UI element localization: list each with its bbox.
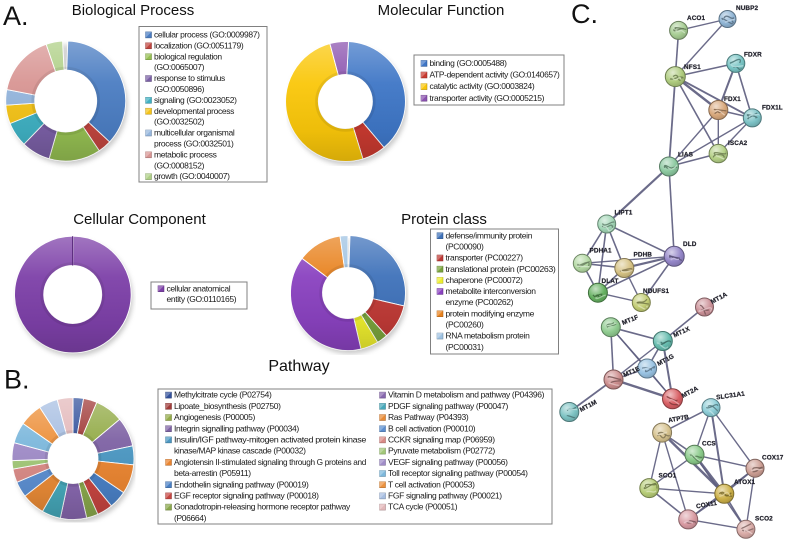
svg-text:catalytic activity (GO:0003824: catalytic activity (GO:0003824) bbox=[430, 81, 535, 91]
svg-text:DLAT: DLAT bbox=[602, 278, 619, 285]
svg-text:Molecular Function: Molecular Function bbox=[378, 2, 505, 19]
svg-text:B cell activation (P00010): B cell activation (P00010) bbox=[388, 423, 476, 433]
svg-text:LIAS: LIAS bbox=[678, 152, 694, 159]
svg-text:NFS1: NFS1 bbox=[684, 64, 701, 71]
svg-text:ATP7B: ATP7B bbox=[668, 414, 690, 425]
svg-text:growth (GO:0040007): growth (GO:0040007) bbox=[154, 171, 230, 181]
svg-text:RNA metabolism protein: RNA metabolism protein bbox=[446, 331, 531, 341]
svg-text:defense/immunity protein: defense/immunity protein bbox=[446, 230, 533, 240]
svg-text:Pathway: Pathway bbox=[268, 358, 329, 375]
svg-text:biological regulation: biological regulation bbox=[154, 51, 222, 61]
svg-text:cellular anatomical: cellular anatomical bbox=[167, 283, 231, 293]
svg-text:Pyruvate metabolism (P02772): Pyruvate metabolism (P02772) bbox=[388, 446, 495, 456]
svg-text:VEGF signaling pathway (P00056: VEGF signaling pathway (P00056) bbox=[388, 457, 508, 467]
svg-text:metabolite interconversion: metabolite interconversion bbox=[446, 286, 537, 296]
svg-text:protein modifying enzyme: protein modifying enzyme bbox=[446, 308, 535, 318]
svg-text:(GO:0008152): (GO:0008152) bbox=[154, 160, 205, 170]
svg-text:PDHA1: PDHA1 bbox=[590, 248, 613, 255]
svg-text:Integrin signalling pathway (P: Integrin signalling pathway (P00034) bbox=[174, 423, 299, 433]
svg-text:T cell activation (P00053): T cell activation (P00053) bbox=[388, 479, 475, 489]
svg-text:signaling (GO:0023052): signaling (GO:0023052) bbox=[154, 95, 237, 105]
svg-text:C.: C. bbox=[571, 0, 598, 29]
svg-text:multicellular organismal: multicellular organismal bbox=[154, 128, 235, 138]
svg-text:localization (GO:0051179): localization (GO:0051179) bbox=[154, 40, 244, 50]
svg-text:Vitamin D metabolism and pathw: Vitamin D metabolism and pathway (P04396… bbox=[388, 390, 545, 400]
svg-text:SCO2: SCO2 bbox=[755, 516, 773, 523]
svg-text:Angiotensin II-stimulated sign: Angiotensin II-stimulated signaling thro… bbox=[174, 457, 367, 467]
svg-text:developmental process: developmental process bbox=[154, 106, 234, 116]
svg-text:Endothelin signaling pathway (: Endothelin signaling pathway (P00019) bbox=[174, 479, 309, 489]
svg-text:translational protein (PC00263: translational protein (PC00263) bbox=[446, 264, 557, 274]
svg-text:Cellular Component: Cellular Component bbox=[73, 211, 206, 228]
svg-text:chaperone (PC00072): chaperone (PC00072) bbox=[446, 275, 524, 285]
svg-text:PDGF signaling pathway (P00047: PDGF signaling pathway (P00047) bbox=[388, 401, 509, 411]
svg-text:Lipoate_biosynthesis (P02750): Lipoate_biosynthesis (P02750) bbox=[174, 401, 281, 411]
svg-text:ATOX1: ATOX1 bbox=[734, 479, 756, 486]
svg-text:CCS: CCS bbox=[702, 441, 716, 448]
svg-text:ISCA2: ISCA2 bbox=[728, 140, 748, 147]
svg-text:cellular process (GO:0009987): cellular process (GO:0009987) bbox=[154, 30, 260, 40]
svg-text:ACO1: ACO1 bbox=[687, 15, 706, 22]
svg-text:LIPT1: LIPT1 bbox=[615, 210, 633, 217]
svg-text:kinase/MAP kinase cascade (P00: kinase/MAP kinase cascade (P00032) bbox=[174, 446, 306, 456]
svg-text:NDUFS1: NDUFS1 bbox=[643, 288, 670, 295]
svg-text:Protein class: Protein class bbox=[401, 211, 487, 228]
svg-text:(PC00090): (PC00090) bbox=[446, 241, 484, 251]
svg-text:FDX1L: FDX1L bbox=[762, 105, 783, 112]
svg-text:B.: B. bbox=[4, 365, 30, 395]
svg-text:FDXR: FDXR bbox=[744, 52, 762, 59]
svg-text:A.: A. bbox=[3, 1, 29, 31]
svg-text:enzyme (PC00262): enzyme (PC00262) bbox=[446, 297, 514, 307]
svg-text:Angiogenesis (P00005): Angiogenesis (P00005) bbox=[174, 412, 256, 422]
svg-text:process (GO:0032501): process (GO:0032501) bbox=[154, 139, 234, 149]
svg-text:NUBP2: NUBP2 bbox=[736, 5, 759, 12]
svg-text:(PC00031): (PC00031) bbox=[446, 342, 484, 352]
svg-text:Biological Process: Biological Process bbox=[72, 2, 195, 19]
svg-text:FDX1: FDX1 bbox=[724, 96, 741, 103]
svg-text:transporter activity (GO:00052: transporter activity (GO:0005215) bbox=[430, 93, 545, 103]
svg-text:ATP-dependent activity (GO:014: ATP-dependent activity (GO:0140657) bbox=[430, 70, 561, 80]
svg-text:CCKR signaling map (P06959): CCKR signaling map (P06959) bbox=[388, 435, 495, 445]
svg-text:TCA cycle (P00051): TCA cycle (P00051) bbox=[388, 502, 458, 512]
svg-text:(P06664): (P06664) bbox=[174, 513, 207, 523]
svg-text:COX11: COX11 bbox=[696, 500, 718, 511]
svg-text:PDHB: PDHB bbox=[634, 252, 653, 259]
svg-text:Methylcitrate cycle (P02754): Methylcitrate cycle (P02754) bbox=[174, 390, 272, 400]
svg-text:(GO:0032502): (GO:0032502) bbox=[154, 117, 205, 127]
svg-text:Gonadotropin-releasing hormone: Gonadotropin-releasing hormone receptor … bbox=[174, 502, 351, 512]
svg-text:(PC00260): (PC00260) bbox=[446, 320, 484, 330]
svg-text:(GO:0050896): (GO:0050896) bbox=[154, 84, 205, 94]
svg-text:EGF receptor signaling pathway: EGF receptor signaling pathway (P00018) bbox=[174, 491, 319, 501]
svg-text:(GO:0065007): (GO:0065007) bbox=[154, 62, 205, 72]
svg-text:response to stimulus: response to stimulus bbox=[154, 73, 225, 83]
svg-text:Toll receptor signaling pathwa: Toll receptor signaling pathway (P00054) bbox=[388, 468, 528, 478]
svg-text:Ras Pathway (P04393): Ras Pathway (P04393) bbox=[388, 412, 469, 422]
svg-text:SCO1: SCO1 bbox=[659, 473, 677, 480]
svg-text:metabolic process: metabolic process bbox=[154, 149, 217, 159]
svg-text:FGF signaling pathway (P00021): FGF signaling pathway (P00021) bbox=[388, 491, 502, 501]
svg-text:transporter (PC00227): transporter (PC00227) bbox=[446, 253, 524, 263]
svg-text:COX17: COX17 bbox=[762, 455, 784, 462]
svg-text:SLC31A1: SLC31A1 bbox=[716, 390, 746, 401]
svg-text:entity (GO:0110165): entity (GO:0110165) bbox=[167, 294, 237, 304]
svg-text:binding (GO:0005488): binding (GO:0005488) bbox=[430, 58, 508, 68]
svg-text:beta-arrestin (P05911): beta-arrestin (P05911) bbox=[174, 468, 251, 478]
svg-text:DLD: DLD bbox=[683, 241, 697, 248]
svg-text:Insulin/IGF pathway-mitogen ac: Insulin/IGF pathway-mitogen activated pr… bbox=[174, 435, 367, 445]
